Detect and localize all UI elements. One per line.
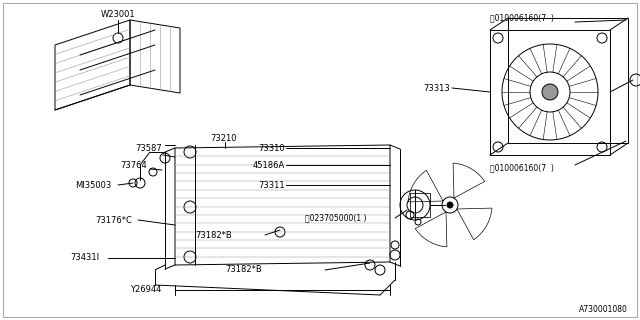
Text: 73182*B: 73182*B xyxy=(195,230,232,239)
Bar xyxy=(410,193,430,217)
Bar xyxy=(508,18,628,143)
Text: 73210: 73210 xyxy=(210,133,237,142)
Text: Ⓢ010006160(7  ): Ⓢ010006160(7 ) xyxy=(490,13,554,22)
Text: 45186A: 45186A xyxy=(253,161,285,170)
Text: 73431I: 73431I xyxy=(70,253,99,262)
Text: Y26944: Y26944 xyxy=(130,285,161,294)
Circle shape xyxy=(447,202,453,208)
Text: Ⓢ010006160(7  ): Ⓢ010006160(7 ) xyxy=(490,164,554,172)
Text: MI35003: MI35003 xyxy=(75,180,111,189)
Text: 73182*B: 73182*B xyxy=(225,266,262,275)
Text: 73176*C: 73176*C xyxy=(95,215,132,225)
Circle shape xyxy=(542,84,558,100)
Text: 73311: 73311 xyxy=(259,180,285,189)
Text: 73587: 73587 xyxy=(135,143,162,153)
Text: 73764: 73764 xyxy=(120,161,147,170)
Bar xyxy=(490,30,610,155)
Text: 73310: 73310 xyxy=(259,143,285,153)
Text: A730001080: A730001080 xyxy=(579,306,628,315)
Text: W23001: W23001 xyxy=(100,10,135,19)
Text: ⓝ023705000(1 ): ⓝ023705000(1 ) xyxy=(305,213,367,222)
Text: 73313: 73313 xyxy=(423,84,450,92)
